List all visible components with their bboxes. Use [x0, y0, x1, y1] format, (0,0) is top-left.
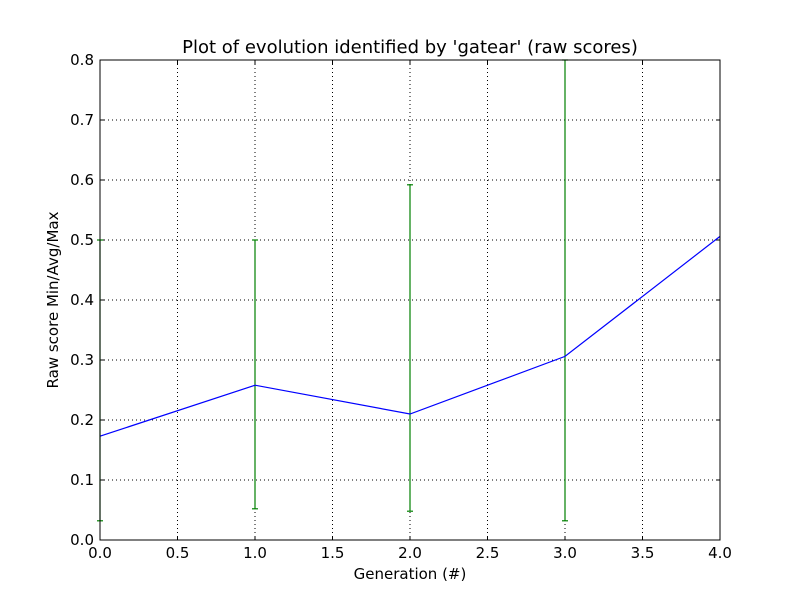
x-tick-label: 2.5 — [476, 544, 500, 562]
y-tick-label: 0.7 — [70, 111, 94, 129]
x-tick-label: 1.0 — [243, 544, 267, 562]
chart-title: Plot of evolution identified by 'gatear'… — [182, 37, 638, 58]
y-tick-label: 0.8 — [70, 51, 94, 69]
data-layer — [97, 59, 721, 522]
y-tick-label: 0.2 — [70, 411, 94, 429]
y-tick-label: 0.0 — [70, 531, 94, 549]
x-tick-label: 2.0 — [398, 544, 422, 562]
x-tick-label: 3.5 — [631, 544, 655, 562]
y-tick-label: 0.3 — [70, 351, 94, 369]
x-tick-label: 0.0 — [88, 544, 112, 562]
y-tick-label: 0.1 — [70, 471, 94, 489]
x-axis-label: Generation (#) — [354, 565, 467, 583]
x-tick-label: 1.5 — [321, 544, 345, 562]
x-tick-label: 0.5 — [166, 544, 190, 562]
y-tick-label: 0.6 — [70, 171, 94, 189]
y-tick-label: 0.5 — [70, 231, 94, 249]
ticks: 0.0 0.5 1.0 1.5 2.0 2.5 3.0 3.5 4.0 0.0 0.1 0.2 0.3 0… — [70, 51, 732, 562]
x-tick-label: 3.0 — [553, 544, 577, 562]
x-tick-label: 4.0 — [708, 544, 732, 562]
plot-frame — [99, 59, 721, 541]
y-tick-label: 0.4 — [70, 291, 94, 309]
y-axis-label: Raw score Min/Avg/Max — [44, 211, 62, 388]
